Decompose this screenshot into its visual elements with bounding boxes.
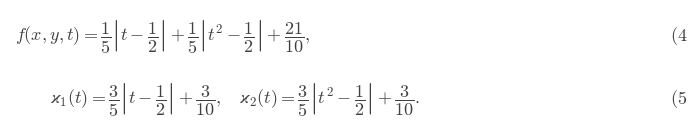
Text: $(5$: $(5$ [670, 88, 687, 110]
Text: $\varkappa_1(t) = \dfrac{3}{5}\left|t - \dfrac{1}{2}\right| + \dfrac{3}{10}, \qu: $\varkappa_1(t) = \dfrac{3}{5}\left|t - … [50, 81, 420, 118]
Text: $f(x,y,t) = \dfrac{1}{5}\left|t - \dfrac{1}{2}\right| + \dfrac{1}{5}\left|t^2 - : $f(x,y,t) = \dfrac{1}{5}\left|t - \dfrac… [15, 18, 310, 55]
Text: $(4$: $(4$ [670, 25, 687, 47]
